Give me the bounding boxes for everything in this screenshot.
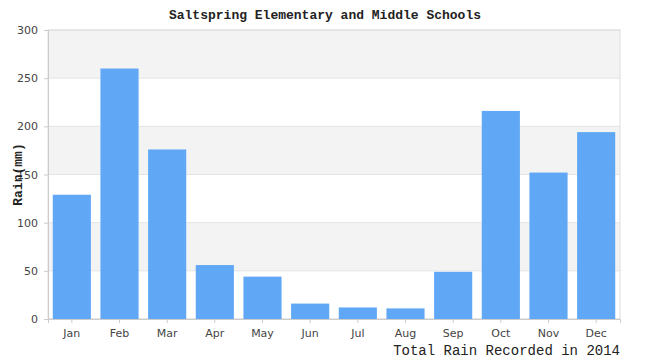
- bar: [339, 307, 377, 319]
- y-axis-title: Rain(mm): [11, 143, 26, 205]
- x-tick-label: Dec: [586, 327, 607, 340]
- bar: [53, 195, 91, 319]
- y-axis-line: [44, 31, 49, 320]
- bar: [100, 69, 138, 319]
- x-axis-line: [49, 320, 621, 324]
- x-tick-mark: [119, 319, 120, 323]
- y-tick: 50: [24, 265, 48, 278]
- x-tick-mark: [310, 319, 311, 323]
- x-tick: Mar: [157, 319, 178, 340]
- y-tick: 250: [17, 72, 48, 85]
- y-tick-label: 250: [17, 72, 38, 85]
- y-tick: 100: [17, 217, 48, 230]
- bar: [243, 277, 281, 319]
- x-tick-mark: [500, 319, 501, 323]
- x-tick: Nov: [538, 319, 560, 340]
- y-tick-label: 50: [24, 265, 38, 278]
- x-tick-label: Jun: [301, 327, 319, 340]
- x-tick: Feb: [110, 319, 129, 340]
- bar: [529, 173, 567, 319]
- y-tick-label: 200: [17, 120, 38, 133]
- y-tick-label: 100: [17, 217, 38, 230]
- y-tick-label: 0: [31, 313, 38, 326]
- y-tick: 200: [17, 120, 48, 133]
- x-tick-label: Apr: [205, 327, 225, 340]
- x-axis-title: Total Rain Recorded in 2014: [393, 343, 620, 359]
- bar: [148, 149, 186, 319]
- x-tick: Jul: [350, 319, 364, 340]
- x-tick: May: [251, 319, 274, 340]
- x-tick-label: Jan: [62, 327, 80, 340]
- y-tick-mark: [44, 30, 48, 31]
- x-tick-label: Nov: [538, 327, 560, 340]
- bar: [291, 304, 329, 319]
- x-tick-label: Jul: [350, 327, 364, 340]
- title: Saltspring Elementary and Middle Schools: [169, 8, 481, 23]
- x-axis: Jan Feb Mar Apr May Jun Jul Aug Sep Oct Nov Dec: [49, 319, 621, 340]
- x-tick-label: Oct: [491, 327, 511, 340]
- x-tick: Apr: [205, 319, 225, 340]
- x-tick-label: May: [251, 327, 274, 340]
- x-tick: Jan: [62, 319, 80, 340]
- chart: 050100150200250300JanFebMarAprMayJunJulA…: [0, 0, 650, 360]
- x-tick-label: Sep: [443, 327, 464, 340]
- x-tick-mark: [214, 319, 215, 323]
- y-tick: 0: [31, 313, 48, 326]
- x-tick-mark: [405, 319, 406, 323]
- bar: [196, 265, 234, 319]
- bar: [577, 132, 615, 319]
- x-tick-mark: [262, 319, 263, 323]
- x-tick-label: Mar: [157, 327, 178, 340]
- x-tick-label: Feb: [110, 327, 129, 340]
- y-tick-mark: [44, 319, 48, 320]
- x-tick-label: Aug: [395, 327, 416, 340]
- bar: [386, 308, 424, 319]
- x-tick-mark: [167, 319, 168, 323]
- x-tick: Aug: [395, 319, 416, 340]
- x-tick-mark: [548, 319, 549, 323]
- y-tick-label: 300: [17, 24, 38, 37]
- y-tick-mark: [44, 271, 48, 272]
- x-tick-mark: [453, 319, 454, 323]
- x-tick-mark: [71, 319, 72, 323]
- plot: 050100150200250300JanFebMarAprMayJunJulA…: [17, 24, 621, 340]
- y-tick-mark: [44, 78, 48, 79]
- y-tick: 300: [17, 24, 48, 37]
- x-tick: Oct: [491, 319, 511, 340]
- plot-frame: [48, 30, 620, 319]
- x-tick-mark: [357, 319, 358, 323]
- bar: [482, 111, 520, 319]
- x-tick: Sep: [443, 319, 464, 340]
- y-tick-mark: [44, 175, 48, 176]
- x-tick: Dec: [586, 319, 607, 340]
- bar: [434, 272, 472, 319]
- y-tick-mark: [44, 223, 48, 224]
- bars: [53, 69, 615, 319]
- x-tick: Jun: [301, 319, 319, 340]
- y-tick-mark: [44, 126, 48, 127]
- x-tick-mark: [596, 319, 597, 323]
